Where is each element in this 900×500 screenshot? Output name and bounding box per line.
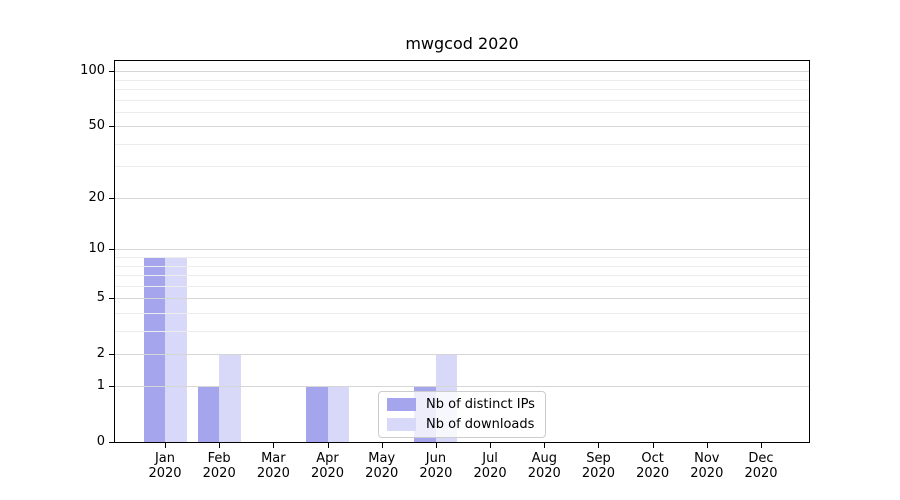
legend-item-distinct-ips: Nb of distinct IPs	[387, 397, 537, 413]
bar-downloads-jan	[165, 257, 187, 442]
y-tick-label: 50	[88, 118, 105, 134]
bar-ips-jan	[143, 257, 165, 442]
grid-layer	[115, 61, 809, 442]
gridline-major	[115, 249, 809, 251]
y-tick-label: 1	[96, 378, 105, 394]
gridline-major	[115, 71, 809, 73]
x-tick-label-jan: Jan 2020	[148, 451, 182, 481]
gridline-minor	[115, 275, 809, 277]
y-tick-mark	[109, 442, 114, 443]
legend: Nb of distinct IPs Nb of downloads	[378, 391, 546, 438]
plot-area: Nb of distinct IPs Nb of downloads	[114, 60, 810, 443]
x-tick-label-mar: Mar 2020	[256, 451, 290, 481]
x-tick-label-apr: Apr 2020	[310, 451, 345, 481]
y-tick-mark	[109, 353, 114, 355]
gridline-major	[115, 353, 809, 355]
x-tick-label-jun: Jun 2020	[419, 451, 453, 481]
x-tick-label-sep: Sep 2020	[581, 451, 615, 481]
x-tick-label-feb: Feb 2020	[202, 451, 236, 481]
x-tick-mark	[490, 443, 492, 448]
y-tick-mark	[109, 298, 114, 300]
y-tick-label: 2	[96, 345, 105, 361]
x-tick-mark	[219, 443, 221, 448]
x-tick-mark	[435, 443, 437, 448]
legend-label-distinct-ips: Nb of distinct IPs	[426, 396, 535, 412]
chart-title: mwgcod 2020	[405, 34, 519, 53]
y-tick-mark	[109, 126, 114, 128]
x-tick-label-oct: Oct 2020	[636, 451, 670, 481]
bar-downloads-feb	[219, 353, 241, 442]
y-tick-label: 0	[96, 434, 105, 449]
x-tick-mark	[598, 443, 600, 448]
x-tick-mark	[652, 443, 654, 448]
gridline-major	[115, 298, 809, 300]
y-tick-mark	[109, 197, 114, 199]
x-tick-mark	[706, 443, 708, 448]
y-tick-label: 20	[88, 189, 105, 205]
gridline-minor	[115, 99, 809, 101]
y-tick-mark	[109, 249, 114, 251]
x-tick-label-jul: Jul 2020	[473, 451, 507, 481]
legend-swatch-distinct-ips	[387, 398, 416, 411]
gridline-major	[115, 126, 809, 128]
x-tick-mark	[761, 443, 762, 448]
x-tick-mark	[381, 443, 383, 448]
bar-downloads-apr	[327, 386, 350, 442]
y-tick-label: 5	[96, 290, 105, 306]
legend-item-downloads: Nb of downloads	[387, 417, 537, 433]
gridline-minor	[115, 89, 809, 91]
y-tick-mark	[109, 71, 114, 73]
x-tick-mark	[165, 443, 166, 448]
gridline-minor	[115, 330, 809, 332]
x-tick-mark	[327, 443, 329, 448]
gridline-minor	[115, 257, 809, 259]
y-tick-mark	[109, 386, 114, 388]
gridline-minor	[115, 166, 809, 168]
bar-ips-apr	[306, 386, 328, 442]
legend-label-downloads: Nb of downloads	[426, 416, 535, 432]
gridline-minor	[115, 285, 809, 287]
bar-ips-feb	[197, 386, 220, 442]
gridline-minor	[115, 79, 809, 81]
x-tick-label-aug: Aug 2020	[527, 451, 561, 481]
y-tick-label: 10	[88, 241, 105, 257]
gridline-major	[115, 197, 809, 199]
legend-swatch-downloads	[387, 418, 416, 431]
x-tick-label-nov: Nov 2020	[690, 451, 724, 481]
gridline-minor	[115, 143, 809, 145]
gridline-minor	[115, 111, 809, 113]
y-tick-label: 100	[80, 63, 105, 79]
x-tick-mark	[273, 443, 275, 448]
x-tick-label-dec: Dec 2020	[744, 451, 778, 481]
gridline-minor	[115, 312, 809, 314]
x-tick-label-may: May 2020	[365, 451, 399, 481]
gridline-minor	[115, 265, 809, 267]
x-tick-mark	[544, 443, 546, 448]
gridline-major	[115, 386, 809, 388]
